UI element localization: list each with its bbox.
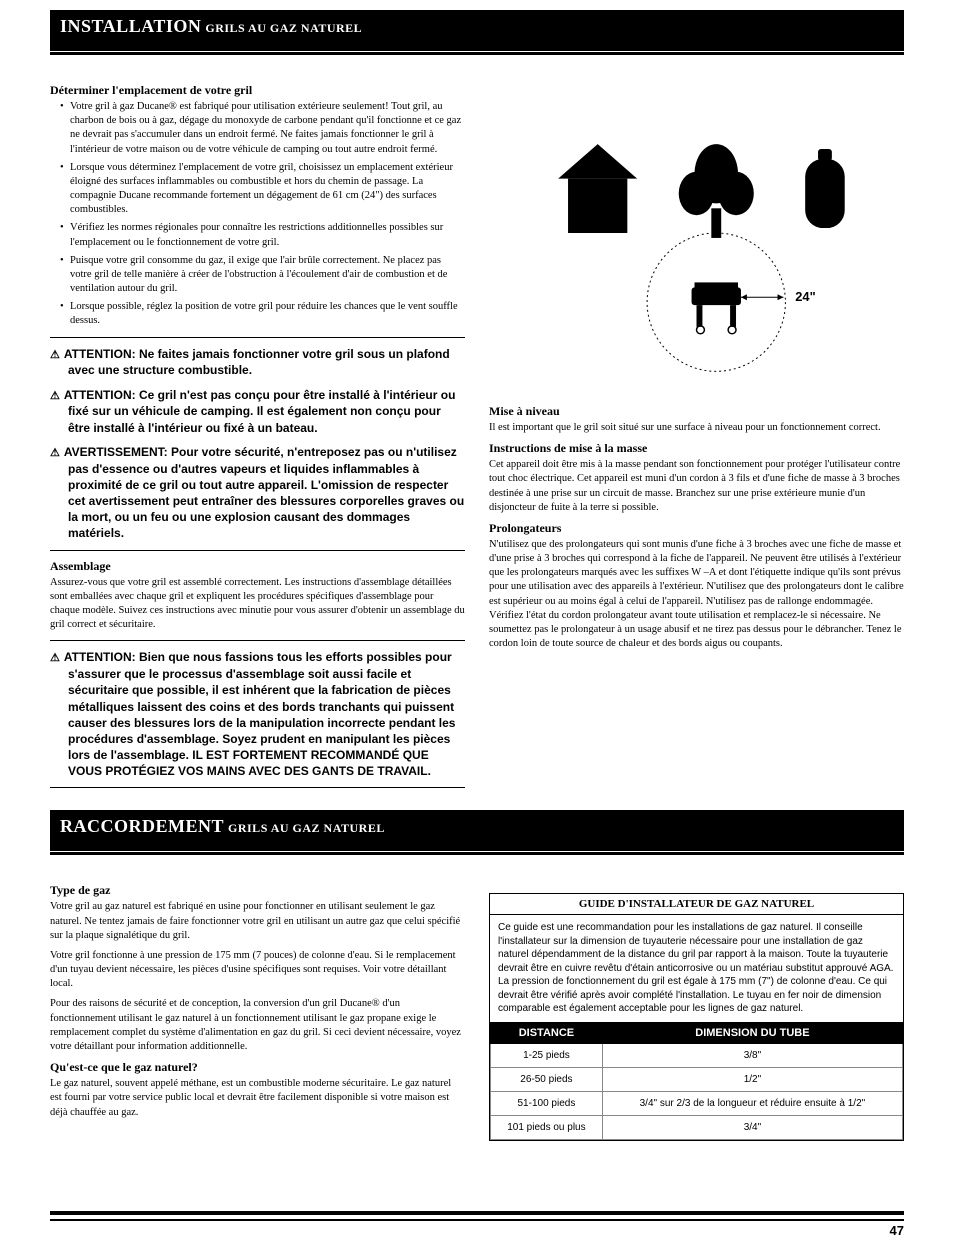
niveau-heading: Mise à niveau [489, 404, 904, 419]
bullet-item: Puisque votre gril consomme du gaz, il e… [60, 254, 465, 297]
raccordement-columns: Type de gaz Votre gril au gaz naturel es… [50, 883, 904, 1141]
raccordement-subtitle: GRILS AU GAZ NATUREL [228, 821, 385, 835]
installation-left-col: Déterminer l'emplacement de votre gril V… [50, 83, 465, 796]
type-gaz-p2: Votre gril fonctionne à une pression de … [50, 949, 465, 992]
installation-right-col: 24" Mise à niveau Il est important que l… [489, 83, 904, 796]
table-row: 1-25 pieds 3/8" [491, 1043, 903, 1067]
raccordement-header: RACCORDEMENT GRILS AU GAZ NATUREL [50, 810, 904, 851]
table-row: 101 pieds ou plus 3/4" [491, 1115, 903, 1139]
page: INSTALLATION GRILS AU GAZ NATUREL Déterm… [0, 10, 954, 1235]
type-gaz-p1: Votre gril au gaz naturel est fabriqué e… [50, 900, 465, 943]
gaz-naturel-text: Le gaz naturel, souvent appelé méthane, … [50, 1077, 465, 1120]
gaz-naturel-heading: Qu'est-ce que le gaz naturel? [50, 1060, 465, 1075]
table-row: 51-100 pieds 3/4" sur 2/3 de la longueur… [491, 1091, 903, 1115]
location-heading: Déterminer l'emplacement de votre gril [50, 83, 465, 98]
divider [50, 787, 465, 788]
installer-guide-box: GUIDE D'INSTALLATEUR DE GAZ NATUREL Ce g… [489, 893, 904, 1141]
clearance-diagram: 24" [489, 83, 904, 383]
divider [50, 337, 465, 338]
table-header-distance: DISTANCE [491, 1022, 603, 1043]
warning-icon: ⚠ [50, 652, 60, 664]
installation-header: INSTALLATION GRILS AU GAZ NATUREL [50, 10, 904, 51]
assemblage-heading: Assemblage [50, 559, 465, 574]
page-footer: 47 [50, 1211, 904, 1235]
assemblage-text: Assurez-vous que votre gril est assemblé… [50, 576, 465, 633]
divider [50, 550, 465, 551]
installation-title: INSTALLATION [60, 16, 201, 36]
table-header-dimension: DIMENSION DU TUBE [602, 1022, 902, 1043]
masse-heading: Instructions de mise à la masse [489, 441, 904, 456]
tube-dimension-table: DISTANCE DIMENSION DU TUBE 1-25 pieds 3/… [490, 1022, 903, 1140]
prolongateurs-text: N'utilisez que des prolongateurs qui son… [489, 538, 904, 651]
warning-plafond: ⚠ATTENTION: Ne faites jamais fonctionner… [68, 346, 465, 379]
raccordement-right-col: GUIDE D'INSTALLATEUR DE GAZ NATUREL Ce g… [489, 883, 904, 1141]
type-gaz-heading: Type de gaz [50, 883, 465, 898]
warning-interieur: ⚠ATTENTION: Ce gril n'est pas conçu pour… [68, 387, 465, 436]
table-row: 26-50 pieds 1/2" [491, 1067, 903, 1091]
bullet-item: Vérifiez les normes régionales pour conn… [60, 221, 465, 249]
guide-title: GUIDE D'INSTALLATEUR DE GAZ NATUREL [490, 894, 903, 915]
clearance-label: 24" [795, 289, 815, 304]
type-gaz-p3: Pour des raisons de sécurité et de conce… [50, 997, 465, 1054]
guide-body-text: Ce guide est une recommandation pour les… [490, 915, 903, 1022]
bullet-item: Votre gril à gaz Ducane® est fabriqué po… [60, 100, 465, 157]
location-bullets: Votre gril à gaz Ducane® est fabriqué po… [50, 100, 465, 329]
bullet-item: Lorsque vous déterminez l'emplacement de… [60, 161, 465, 218]
page-number: 47 [890, 1223, 904, 1238]
warning-icon: ⚠ [50, 390, 60, 402]
warning-essence: ⚠AVERTISSEMENT: Pour votre sécurité, n'e… [68, 444, 465, 542]
masse-text: Cet appareil doit être mis à la masse pe… [489, 458, 904, 515]
warning-assemblage: ⚠ATTENTION: Bien que nous fassions tous … [68, 649, 465, 779]
prolongateurs-heading: Prolongateurs [489, 521, 904, 536]
installation-subtitle: GRILS AU GAZ NATUREL [205, 21, 362, 35]
installation-columns: Déterminer l'emplacement de votre gril V… [50, 83, 904, 796]
niveau-text: Il est important que le gril soit situé … [489, 421, 904, 435]
raccordement-title: RACCORDEMENT [60, 816, 224, 836]
raccordement-left-col: Type de gaz Votre gril au gaz naturel es… [50, 883, 465, 1141]
warning-icon: ⚠ [50, 349, 60, 361]
bullet-item: Lorsque possible, réglez la position de … [60, 300, 465, 328]
warning-icon: ⚠ [50, 447, 60, 459]
divider [50, 640, 465, 641]
